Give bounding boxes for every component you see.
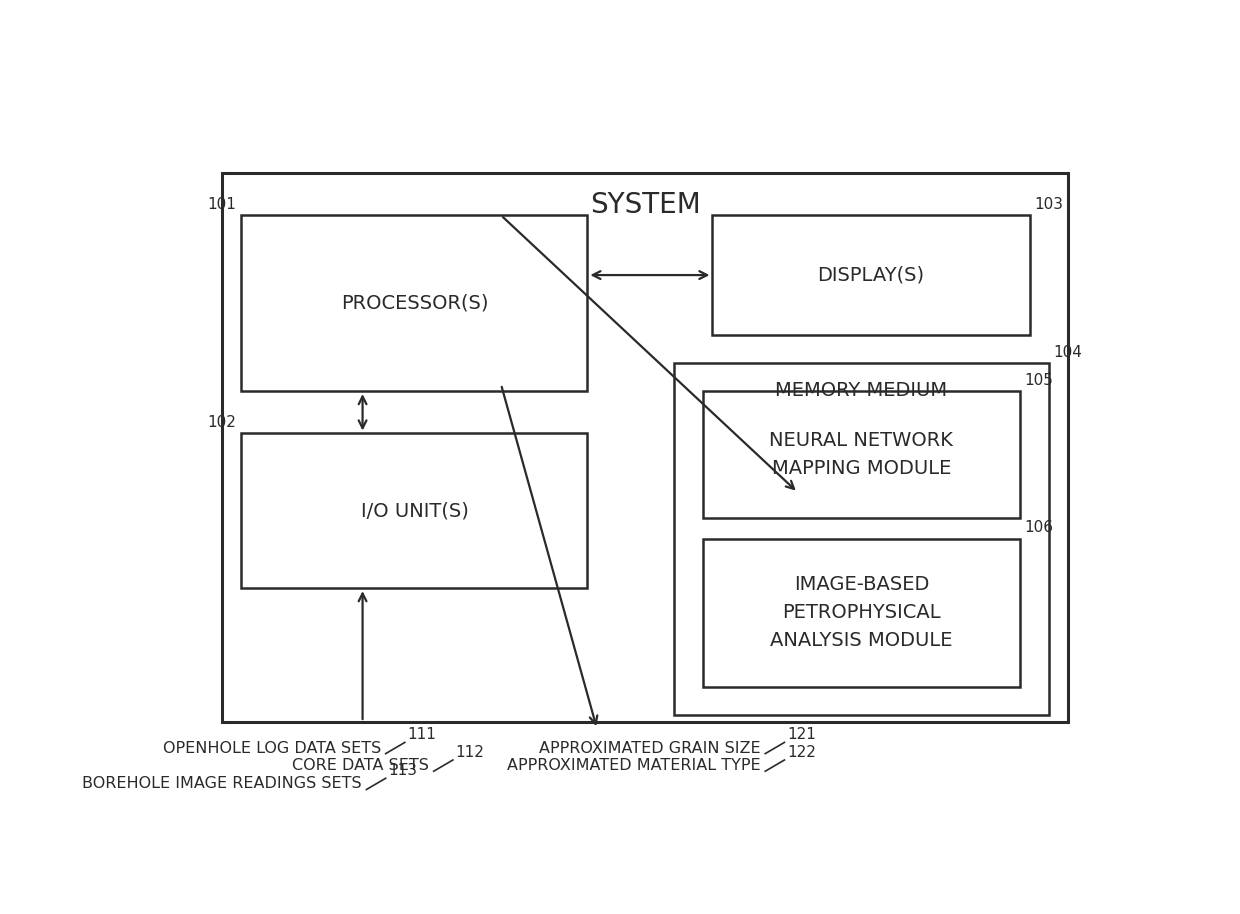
Text: 101: 101: [208, 197, 237, 212]
Bar: [712, 215, 1029, 335]
Text: 113: 113: [388, 763, 418, 779]
Text: APPROXIMATED MATERIAL TYPE: APPROXIMATED MATERIAL TYPE: [507, 758, 760, 773]
Text: 105: 105: [1024, 373, 1054, 388]
Bar: [242, 215, 588, 391]
Bar: [222, 173, 1068, 722]
Bar: [703, 391, 1019, 518]
Bar: [242, 433, 588, 589]
Text: 112: 112: [456, 745, 485, 760]
Text: 122: 122: [787, 745, 816, 760]
Text: I/O UNIT(S): I/O UNIT(S): [361, 502, 469, 520]
Text: 103: 103: [1034, 197, 1064, 212]
Text: 102: 102: [208, 415, 237, 430]
Text: 111: 111: [408, 728, 436, 742]
Text: BOREHOLE IMAGE READINGS SETS: BOREHOLE IMAGE READINGS SETS: [82, 776, 362, 792]
Text: CORE DATA SETS: CORE DATA SETS: [291, 758, 429, 773]
Text: PROCESSOR(S): PROCESSOR(S): [341, 293, 489, 313]
Text: SYSTEM: SYSTEM: [590, 191, 701, 218]
Text: NEURAL NETWORK
MAPPING MODULE: NEURAL NETWORK MAPPING MODULE: [769, 431, 954, 478]
Text: IMAGE-BASED
PETROPHYSICAL
ANALYSIS MODULE: IMAGE-BASED PETROPHYSICAL ANALYSIS MODUL…: [770, 576, 952, 651]
Text: 104: 104: [1054, 345, 1083, 359]
Text: 121: 121: [787, 728, 816, 742]
Text: MEMORY MEDIUM: MEMORY MEDIUM: [775, 380, 947, 399]
Bar: [675, 363, 1049, 715]
Text: 106: 106: [1024, 520, 1054, 536]
Text: OPENHOLE LOG DATA SETS: OPENHOLE LOG DATA SETS: [162, 740, 381, 756]
Text: DISPLAY(S): DISPLAY(S): [817, 266, 925, 284]
Bar: [703, 539, 1019, 686]
Text: APPROXIMATED GRAIN SIZE: APPROXIMATED GRAIN SIZE: [539, 740, 760, 756]
